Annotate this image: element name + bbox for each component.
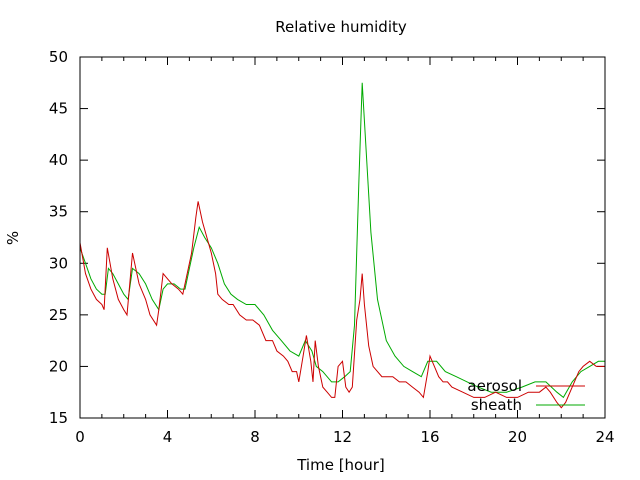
legend-label-aerosol: aerosol [467,377,522,395]
plot-series [79,82,605,409]
x-tick-label: 24 [595,428,614,446]
x-tick-label: 0 [75,428,85,446]
series-line-sheath [79,82,605,399]
y-tick-label: 50 [49,48,68,66]
y-tick-label: 45 [49,100,68,118]
x-tick-label: 20 [508,428,527,446]
y-axis-label: % [4,231,22,245]
x-tick-label: 4 [163,428,173,446]
x-tick-label: 16 [420,428,439,446]
x-axis-label: Time [hour] [296,456,385,474]
y-tick-label: 40 [49,151,68,169]
y-tick-label: 15 [49,409,68,427]
chart-title: Relative humidity [275,18,407,36]
y-tick-label: 20 [49,357,68,375]
plot-frame [79,56,606,419]
axis-ticks: 0 4 8 12 16 20 24 15 20 25 30 35 40 45 50 [49,48,615,446]
x-tick-label: 12 [333,428,352,446]
y-tick-label: 35 [49,203,68,221]
x-tick-label: 8 [250,428,260,446]
legend-label-sheath: sheath [471,396,522,414]
series-line-aerosol [79,201,605,409]
y-tick-label: 30 [49,254,68,272]
y-tick-label: 25 [49,306,68,324]
